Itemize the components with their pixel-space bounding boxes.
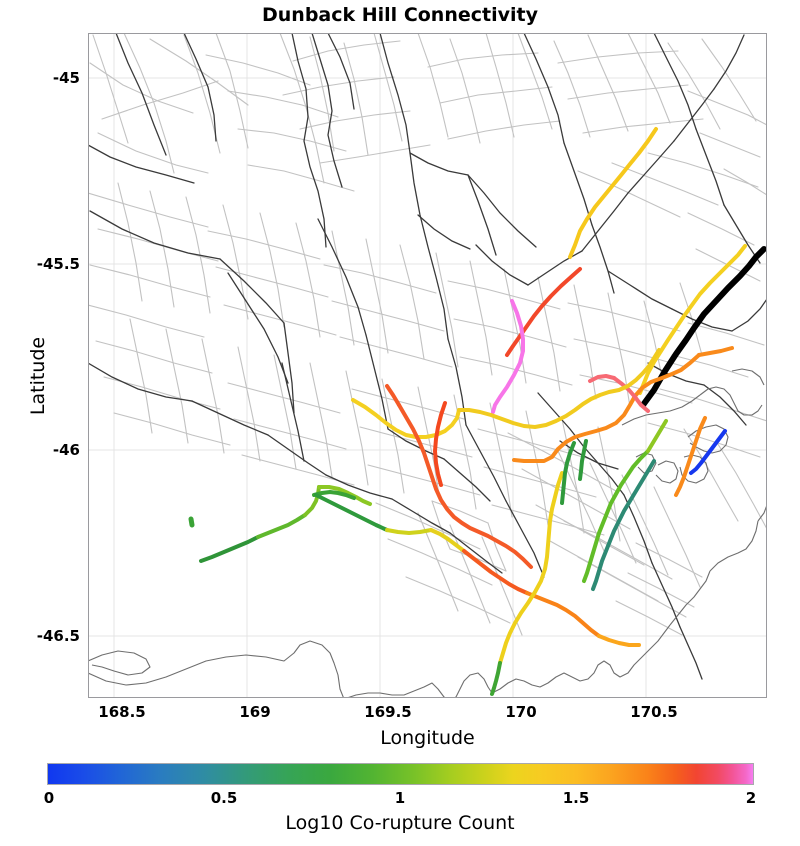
corupture-fault-segment — [199, 535, 260, 563]
xtick-label: 168.5 — [98, 703, 146, 721]
corupture-fault-segment — [312, 490, 356, 500]
y-axis-ticks: -45 -45.5 -46 -46.5 — [0, 0, 80, 846]
corupture-fault-segment — [433, 401, 447, 487]
corupture-fault-segment — [578, 439, 588, 481]
corupture-fault-segment — [457, 348, 661, 429]
corupture-fault-segment — [646, 419, 668, 453]
ytick-label: -46 — [52, 441, 80, 459]
corupture-fault-segment — [512, 353, 701, 463]
corupture-fault-segment — [674, 416, 707, 497]
corupture-fault-segment — [490, 661, 502, 696]
corupture-fault-segment — [505, 267, 582, 357]
page-title: Dunback Hill Connectivity — [262, 4, 538, 26]
corupture-fault-segment — [560, 441, 576, 505]
colorbar-title: Log10 Co-rupture Count — [285, 812, 515, 834]
corupture-fault-segment — [462, 549, 529, 595]
corupture-fault-segment — [498, 471, 564, 665]
corupture-fault-segment — [597, 634, 641, 647]
corupture-fault-segment — [638, 244, 747, 395]
colorbar-gradient — [48, 764, 753, 784]
corupture-fault-segment — [317, 485, 372, 506]
fault-map[interactable] — [88, 33, 767, 698]
corupture-fault-segment — [314, 493, 389, 532]
ytick-label: -46.5 — [36, 627, 80, 645]
xtick-label: 170.5 — [630, 703, 678, 721]
corupture-fault-segment — [256, 513, 307, 539]
background-faults-dark — [88, 33, 767, 680]
corupture-fault-segment — [385, 384, 401, 407]
corupture-fault-segment — [385, 528, 433, 535]
ytick-label: -45 — [52, 69, 80, 87]
map-plot-area[interactable] — [88, 33, 767, 698]
background-faults-light — [88, 33, 767, 636]
x-axis-label: Longitude — [380, 727, 475, 749]
colorbar-tick-label: 0 — [43, 789, 55, 807]
y-axis-label: Latitude — [27, 336, 49, 416]
colorbar-tick-label: 1 — [394, 789, 406, 807]
colorbar[interactable] — [47, 763, 754, 785]
corupture-fault-segment — [697, 346, 734, 357]
xtick-label: 169 — [239, 703, 271, 721]
corupture-fault-segment — [588, 374, 616, 383]
corupture-fault-segment — [591, 459, 656, 591]
corupture-fault-segment — [525, 591, 601, 638]
ytick-label: -45.5 — [36, 255, 80, 273]
xtick-label: 169.5 — [364, 703, 412, 721]
xtick-label: 170 — [505, 703, 537, 721]
colorbar-tick-label: 1.5 — [562, 789, 590, 807]
corupture-fault-segment — [582, 449, 650, 583]
coastline — [88, 368, 767, 698]
corupture-fault-segment — [188, 516, 195, 528]
grid-lines — [88, 33, 767, 698]
colorbar-tick-label: 0.5 — [210, 789, 238, 807]
corupture-fault-segment — [568, 127, 658, 259]
corupture-fault-segment — [397, 403, 533, 569]
corupture-fault-segment — [689, 429, 727, 475]
corupture-fault-segment — [429, 528, 466, 553]
corupture-fault-segment — [303, 485, 321, 517]
colorbar-tick-label: 2 — [745, 789, 757, 807]
corupture-faults[interactable] — [188, 127, 767, 696]
corupture-fault-segment — [612, 376, 650, 413]
corupture-fault-segment — [491, 299, 525, 414]
source-fault — [640, 246, 767, 408]
